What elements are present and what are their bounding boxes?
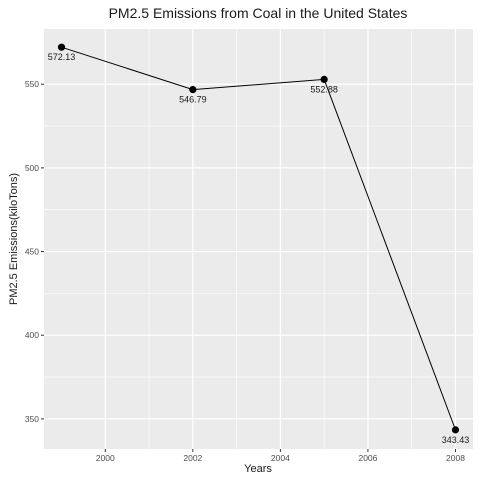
- y-tick-label: 550: [25, 79, 39, 89]
- x-tick-label: 2002: [183, 453, 202, 463]
- x-tick-label: 2000: [96, 453, 115, 463]
- data-label: 343.43: [442, 435, 470, 445]
- series-line: [61, 46, 456, 431]
- y-tick-label: 500: [25, 163, 39, 173]
- series: [57, 43, 460, 434]
- data-labels: 572.13 546.79 552.88 343.43: [48, 52, 470, 445]
- y-axis-title: PM2.5 Emissions(kiloTons): [8, 173, 20, 305]
- chart-title: PM2.5 Emissions from Coal in the United …: [109, 5, 408, 21]
- data-point: [189, 85, 197, 94]
- data-label: 572.13: [48, 52, 76, 62]
- x-tick-label: 2008: [446, 453, 465, 463]
- data-point: [57, 43, 66, 51]
- x-tick-label: 2006: [358, 453, 377, 463]
- y-axis-ticks: 350 400 450 500 550: [25, 79, 44, 424]
- x-axis-ticks: 2000 2002 2004 2006 2008: [96, 449, 465, 463]
- x-tick-label: 2004: [271, 453, 290, 463]
- data-label: 552.88: [310, 84, 338, 94]
- y-tick-label: 350: [25, 414, 39, 424]
- y-tick-label: 400: [25, 330, 39, 340]
- y-tick-label: 450: [25, 247, 39, 257]
- data-point: [451, 426, 460, 434]
- data-point: [320, 75, 328, 83]
- data-label: 546.79: [179, 95, 207, 105]
- x-axis-title: Years: [244, 463, 272, 475]
- plot-panel: [44, 29, 473, 449]
